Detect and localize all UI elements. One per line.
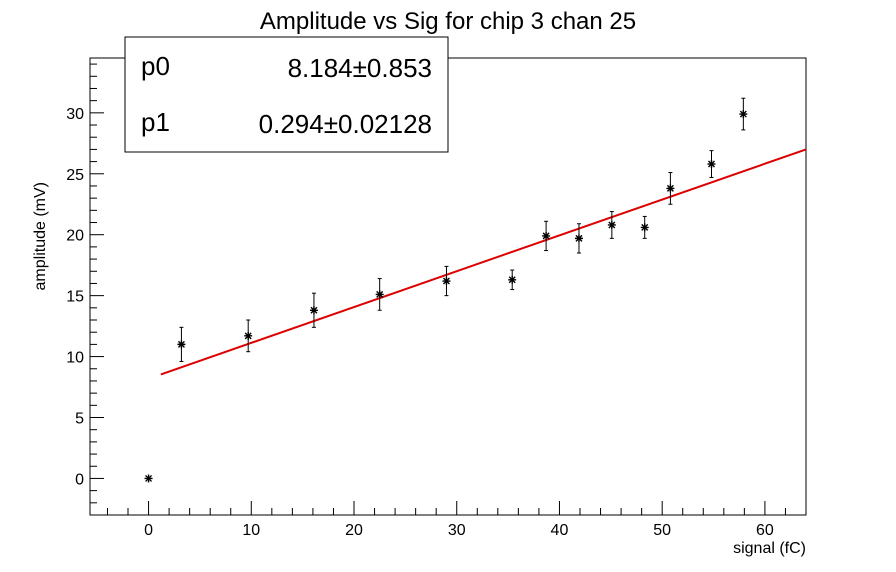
chart-title: Amplitude vs Sig for chip 3 chan 25 — [260, 8, 636, 35]
data-point — [309, 292, 318, 328]
y-tick-label: 25 — [66, 167, 84, 184]
asterisk-marker — [640, 223, 649, 232]
data-point — [375, 278, 384, 311]
stats-box: p0 8.184±0.853 p1 0.294±0.02128 — [124, 36, 449, 153]
x-tick-label: 20 — [345, 522, 363, 539]
data-point — [244, 319, 253, 353]
data-point — [640, 215, 649, 239]
x-tick-label: 40 — [551, 522, 569, 539]
y-tick-label: 10 — [66, 350, 84, 367]
points-layer — [144, 97, 748, 483]
asterisk-marker — [508, 275, 517, 284]
stats-param-value: 8.184 — [288, 53, 353, 83]
data-point — [177, 326, 186, 362]
stats-param-value: 0.294 — [259, 109, 324, 139]
asterisk-marker — [244, 331, 253, 340]
data-point — [542, 220, 551, 252]
y-tick-label: 5 — [75, 411, 84, 428]
x-axis-label: signal (fC) — [733, 540, 806, 557]
asterisk-marker — [442, 277, 451, 286]
y-axis: 0 5 10 15 20 25 30 — [66, 63, 104, 516]
stats-box-frame — [124, 36, 449, 153]
data-point — [607, 211, 616, 239]
asterisk-marker — [309, 306, 318, 315]
stats-param-error: 0.02128 — [338, 109, 432, 139]
data-point — [508, 269, 517, 291]
data-point — [707, 150, 716, 178]
y-tick-label: 0 — [75, 471, 84, 488]
asterisk-marker — [574, 234, 583, 243]
x-tick-label: 60 — [756, 522, 774, 539]
stats-plus-minus: ± — [353, 53, 367, 83]
fit-line — [160, 148, 807, 376]
stats-param-name: p1 — [141, 107, 170, 137]
asterisk-marker — [666, 184, 675, 193]
asterisk-marker — [144, 474, 153, 483]
x-tick-label: 10 — [242, 522, 260, 539]
stats-param-error: 0.853 — [367, 53, 432, 83]
y-tick-label: 15 — [66, 289, 84, 306]
y-axis-label: amplitude (mV) — [32, 182, 49, 290]
stats-plus-minus: ± — [324, 109, 338, 139]
asterisk-marker — [739, 110, 748, 119]
x-tick-label: 30 — [448, 522, 466, 539]
data-point — [739, 97, 748, 131]
data-point — [666, 172, 675, 205]
data-point — [442, 265, 451, 297]
data-point — [144, 474, 153, 483]
asterisk-marker — [542, 231, 551, 240]
x-axis: 0 10 20 30 40 50 60 — [106, 501, 807, 539]
data-point — [574, 223, 583, 254]
stats-param-estimate: 0.294±0.02128 — [259, 109, 432, 139]
y-tick-label: 30 — [66, 106, 84, 123]
x-tick-label: 50 — [653, 522, 671, 539]
asterisk-marker — [177, 340, 186, 349]
x-tick-label: 0 — [144, 522, 153, 539]
asterisk-marker — [707, 160, 716, 169]
stats-param-estimate: 8.184±0.853 — [288, 53, 432, 83]
stats-param-name: p0 — [141, 51, 170, 81]
asterisk-marker — [607, 220, 616, 229]
y-tick-label: 20 — [66, 228, 84, 245]
fit-layer — [160, 148, 807, 376]
asterisk-marker — [375, 290, 384, 299]
